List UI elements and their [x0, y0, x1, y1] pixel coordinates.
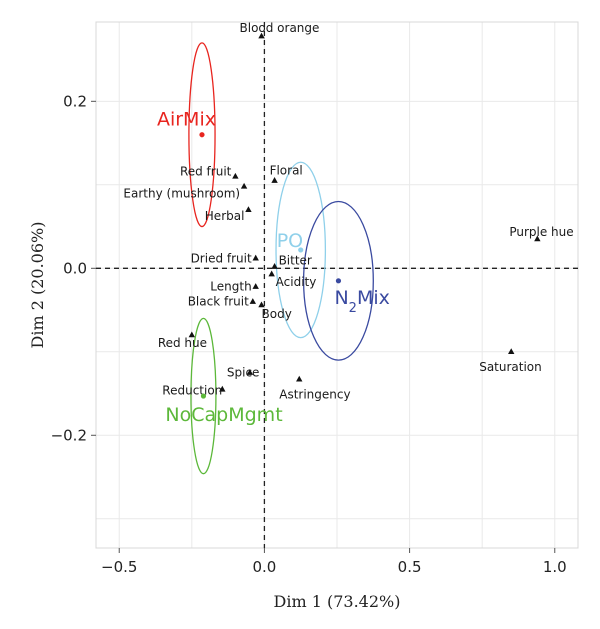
- variable-label: Black fruit: [188, 295, 249, 309]
- x-tick-label: 0.5: [398, 558, 422, 576]
- variable-point: [188, 331, 196, 338]
- x-tick-label: 1.0: [543, 558, 567, 576]
- group-label: AirMix: [157, 109, 216, 131]
- variable-point: [508, 348, 515, 354]
- variable-label: Acidity: [276, 275, 317, 289]
- variable-label: Floral: [270, 164, 303, 178]
- reference-lines: [96, 22, 578, 548]
- grid-lines: [96, 22, 578, 548]
- y-tick-label: 0.0: [63, 259, 87, 277]
- variable-point: [534, 235, 541, 242]
- variable-label: Length: [210, 280, 251, 294]
- variable-label: Dried fruit: [191, 251, 252, 265]
- confidence-ellipse: [188, 42, 216, 228]
- group-label: NoCapMgmt: [165, 404, 282, 426]
- group-label: PO: [277, 230, 303, 252]
- variable-point: [258, 301, 265, 308]
- variable-point: [271, 177, 278, 183]
- variable-label: Purple hue: [509, 225, 573, 239]
- variable-label: Blood orange: [240, 21, 320, 35]
- y-tick-label: −0.2: [51, 426, 87, 444]
- y-tick-label: 0.2: [63, 92, 87, 110]
- confidence-ellipse: [302, 200, 374, 361]
- variable-point: [271, 263, 278, 269]
- group-centroid: [199, 132, 205, 138]
- variable-label: Astringency: [279, 387, 350, 401]
- variable-point: [232, 172, 239, 179]
- variable-label: Earthy (mushroom): [123, 186, 240, 200]
- confidence-ellipse: [275, 161, 327, 339]
- y-axis-title: Dim 2 (20.06%): [28, 222, 47, 349]
- variable-label: Red hue: [158, 336, 207, 350]
- variable-label: Saturation: [479, 360, 542, 374]
- group-label: N2Mix: [334, 287, 389, 316]
- variable-point: [296, 375, 303, 382]
- group-centroid: [200, 393, 207, 399]
- variable-point: [258, 32, 265, 39]
- group-centroid: [335, 278, 342, 284]
- variable-label: Red fruit: [180, 164, 232, 178]
- variable-point: [245, 206, 252, 213]
- variable-label: Bitter: [279, 254, 312, 268]
- variable-point: [252, 254, 259, 261]
- variable-point: [219, 385, 226, 392]
- variable-label: Spice: [227, 366, 260, 380]
- variable-point: [246, 369, 254, 375]
- variable-label: Herbal: [205, 209, 245, 223]
- variable-label: Reduction: [162, 383, 222, 397]
- variable-point: [240, 182, 248, 189]
- x-tick-label: −0.5: [101, 558, 137, 576]
- group-labels: AirMix PO N2Mix NoCapMgmt: [157, 109, 390, 426]
- axis-ticks: −0.5 0.0 0.5 1.0 −0.2 0.0 0.2: [51, 92, 567, 576]
- variable-label: Body: [262, 307, 292, 321]
- confidence-ellipses: [188, 42, 374, 475]
- confidence-ellipse: [190, 317, 217, 475]
- plot-frame: [95, 21, 579, 549]
- variable-point: [268, 270, 275, 277]
- variable-point: [252, 283, 259, 289]
- group-centroid: [298, 247, 304, 253]
- x-tick-label: 0.0: [252, 558, 276, 576]
- variable-point: [249, 298, 256, 304]
- x-axis-title: Dim 1 (73.42%): [274, 592, 401, 611]
- variable-points: Blood orange Red fruit Floral Earthy (mushr…: [123, 21, 573, 401]
